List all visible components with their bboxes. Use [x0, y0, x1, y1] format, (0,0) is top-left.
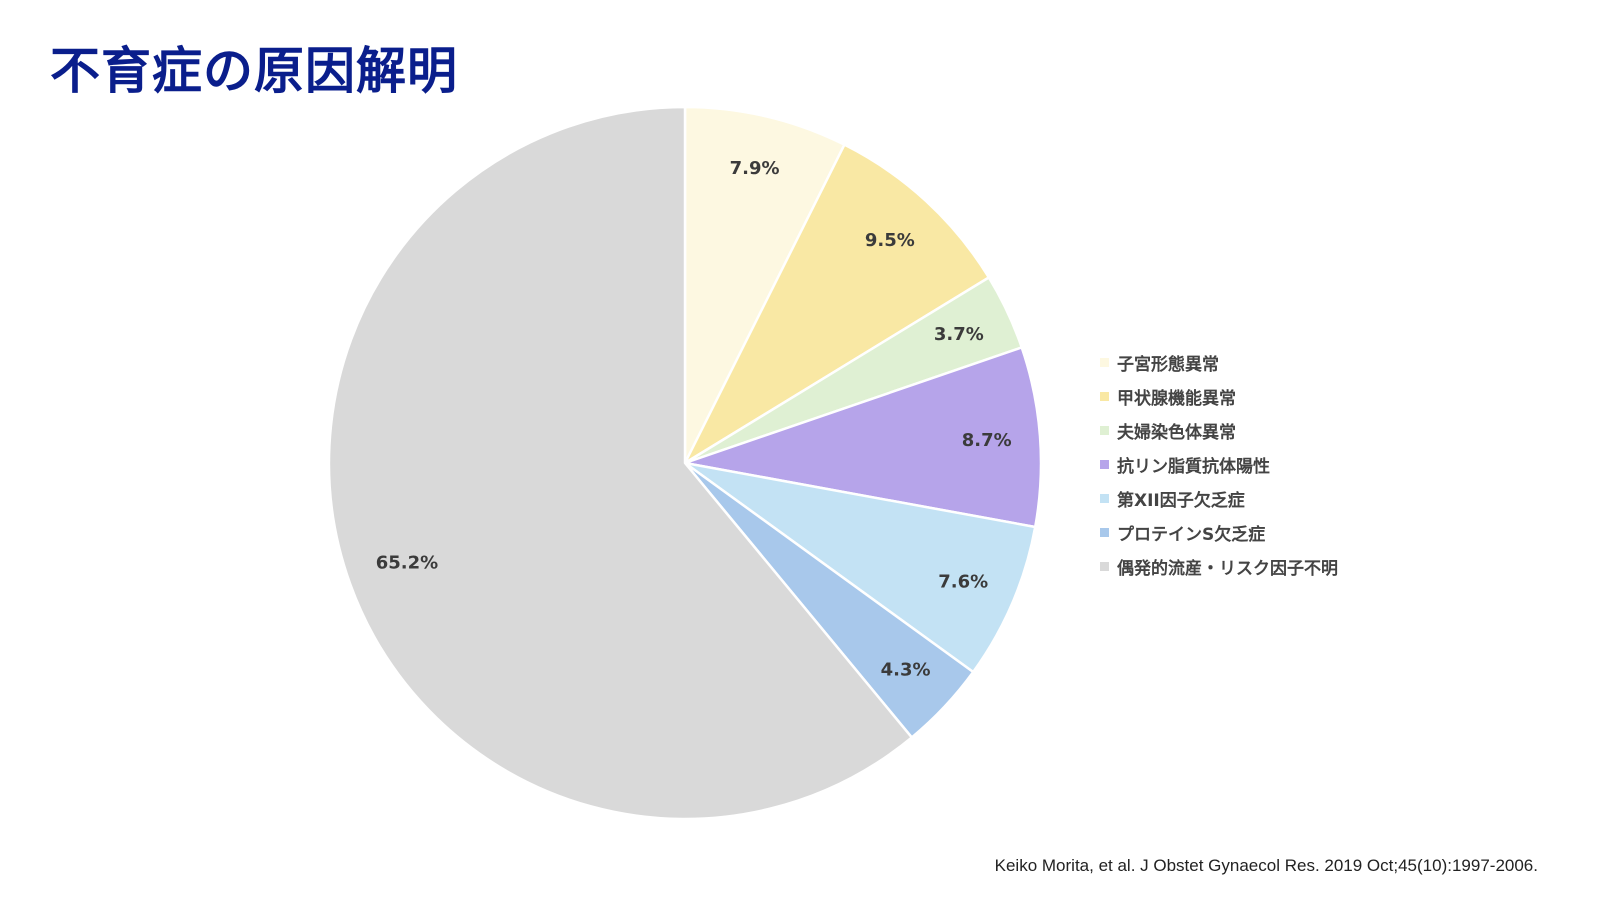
legend-swatch	[1100, 425, 1109, 435]
slice-value-label: 9.5%	[865, 230, 915, 251]
legend-label: 夫婦染色体異常	[1117, 422, 1236, 443]
legend-label: 甲状腺機能異常	[1117, 388, 1236, 409]
slice-value-label: 3.7%	[934, 324, 984, 345]
legend-label: 偶発的流産・リスク因子不明	[1117, 558, 1338, 579]
chart-legend: 子宮形態異常 甲状腺機能異常 夫婦染色体異常抗リン脂質抗体陽性 第XII因子欠乏症 プロ…	[1100, 345, 1338, 583]
pie-slice	[327, 105, 914, 821]
slice-value-label: 65.2%	[376, 553, 438, 574]
legend-item: プロテインS欠乏症	[1100, 515, 1338, 549]
legend-swatch	[1100, 561, 1109, 571]
pie-slice	[683, 143, 991, 465]
legend-item: 偶発的流産・リスク因子不明	[1100, 549, 1338, 583]
legend-item: 甲状腺機能異常	[1100, 379, 1338, 413]
slice-value-label: 7.9%	[730, 158, 780, 179]
legend-swatch	[1100, 527, 1109, 537]
pie-slice	[683, 461, 1037, 674]
pie-slice	[683, 105, 846, 465]
pie-slice	[683, 346, 1043, 529]
slice-value-label: 8.7%	[962, 430, 1012, 451]
legend-swatch	[1100, 459, 1109, 469]
legend-swatch	[1100, 357, 1109, 367]
legend-item: 夫婦染色体異常	[1100, 413, 1338, 447]
citation: Keiko Morita, et al. J Obstet Gynaecol R…	[994, 856, 1538, 875]
pie-slices	[327, 105, 1043, 821]
legend-swatch	[1100, 493, 1109, 503]
slice-value-label: 7.6%	[938, 571, 988, 592]
page-title: 不育症の原因解明	[50, 42, 458, 100]
legend-label: 子宮形態異常	[1117, 354, 1219, 375]
legend-swatch	[1100, 391, 1109, 401]
legend-item: 抗リン脂質抗体陽性	[1100, 447, 1338, 481]
slice-value-label: 4.3%	[881, 660, 931, 681]
legend-label: プロテインS欠乏症	[1117, 524, 1266, 545]
legend-label: 抗リン脂質抗体陽性	[1117, 456, 1270, 477]
legend-item: 第XII因子欠乏症	[1100, 481, 1338, 515]
pie-labels: 7.9% 9.5% 3.7% 8.7% 7.6% 4.3% 65.2%	[376, 158, 1012, 681]
legend-item: 子宮形態異常	[1100, 345, 1338, 379]
legend-label: 第XII因子欠乏症	[1117, 490, 1245, 511]
